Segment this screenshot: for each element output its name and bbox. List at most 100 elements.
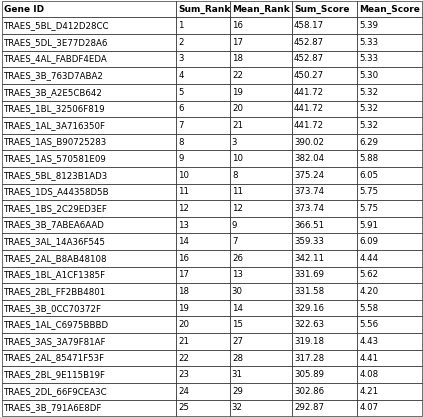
- Text: 452.87: 452.87: [294, 38, 324, 47]
- Text: 11: 11: [178, 187, 189, 196]
- Text: 5.32: 5.32: [359, 88, 378, 97]
- Text: 1: 1: [178, 21, 184, 30]
- Text: 5.75: 5.75: [359, 204, 378, 213]
- Text: 14: 14: [178, 237, 189, 246]
- Text: 373.74: 373.74: [294, 204, 324, 213]
- Bar: [176, 350, 230, 366]
- Bar: [2, 317, 176, 333]
- Bar: [230, 67, 292, 84]
- Text: 359.33: 359.33: [294, 237, 324, 246]
- Bar: [230, 100, 292, 117]
- Text: Mean_Rank: Mean_Rank: [232, 5, 290, 14]
- Text: 15: 15: [232, 320, 243, 329]
- Bar: [2, 100, 176, 117]
- Text: 13: 13: [178, 221, 189, 230]
- Text: 4.41: 4.41: [359, 354, 378, 362]
- Text: 31: 31: [232, 370, 243, 379]
- Text: 21: 21: [232, 121, 243, 130]
- Text: TRAES_2BL_9E115B19F: TRAES_2BL_9E115B19F: [4, 370, 106, 379]
- Bar: [2, 200, 176, 217]
- Bar: [292, 183, 357, 200]
- Text: TRAES_5BL_D412D28CC: TRAES_5BL_D412D28CC: [4, 21, 109, 30]
- Text: 17: 17: [232, 38, 243, 47]
- Bar: [357, 1, 422, 18]
- Text: 9: 9: [232, 221, 237, 230]
- Bar: [357, 167, 422, 183]
- Text: 5.75: 5.75: [359, 187, 378, 196]
- Bar: [357, 51, 422, 67]
- Bar: [176, 250, 230, 266]
- Text: 8: 8: [232, 171, 237, 180]
- Text: TRAES_1BL_A1CF1385F: TRAES_1BL_A1CF1385F: [4, 271, 106, 279]
- Bar: [2, 300, 176, 317]
- Text: 10: 10: [232, 154, 243, 163]
- Text: 319.18: 319.18: [294, 337, 324, 346]
- Text: 20: 20: [178, 320, 189, 329]
- Text: 3: 3: [178, 55, 184, 63]
- Text: 17: 17: [178, 271, 189, 279]
- Text: 10: 10: [178, 171, 189, 180]
- Bar: [176, 317, 230, 333]
- Text: 19: 19: [232, 88, 243, 97]
- Text: 22: 22: [178, 354, 189, 362]
- Text: TRAES_1AS_B90725283: TRAES_1AS_B90725283: [4, 138, 107, 146]
- Text: 331.58: 331.58: [294, 287, 324, 296]
- Text: 6: 6: [178, 104, 184, 113]
- Text: 373.74: 373.74: [294, 187, 324, 196]
- Text: 18: 18: [232, 55, 243, 63]
- Text: 5: 5: [178, 88, 184, 97]
- Bar: [292, 1, 357, 18]
- Text: 305.89: 305.89: [294, 370, 324, 379]
- Text: 7: 7: [232, 237, 237, 246]
- Bar: [230, 283, 292, 300]
- Text: 5.56: 5.56: [359, 320, 378, 329]
- Text: 329.16: 329.16: [294, 304, 324, 313]
- Bar: [292, 283, 357, 300]
- Text: 302.86: 302.86: [294, 387, 324, 396]
- Text: 5.88: 5.88: [359, 154, 378, 163]
- Text: 317.28: 317.28: [294, 354, 324, 362]
- Text: 9: 9: [178, 154, 184, 163]
- Bar: [176, 366, 230, 383]
- Text: 5.58: 5.58: [359, 304, 378, 313]
- Text: 331.69: 331.69: [294, 271, 324, 279]
- Bar: [230, 183, 292, 200]
- Bar: [2, 266, 176, 283]
- Bar: [230, 399, 292, 416]
- Text: 342.11: 342.11: [294, 254, 324, 263]
- Bar: [230, 134, 292, 151]
- Bar: [2, 151, 176, 167]
- Text: Sum_Rank: Sum_Rank: [178, 5, 231, 14]
- Bar: [230, 200, 292, 217]
- Text: 16: 16: [232, 21, 243, 30]
- Text: TRAES_2AL_85471F53F: TRAES_2AL_85471F53F: [4, 354, 105, 362]
- Bar: [357, 283, 422, 300]
- Text: TRAES_5DL_3E77D28A6: TRAES_5DL_3E77D28A6: [4, 38, 108, 47]
- Text: 21: 21: [178, 337, 189, 346]
- Bar: [176, 200, 230, 217]
- Bar: [230, 84, 292, 100]
- Bar: [230, 300, 292, 317]
- Bar: [292, 366, 357, 383]
- Text: 5.62: 5.62: [359, 271, 378, 279]
- Bar: [357, 383, 422, 399]
- Bar: [176, 100, 230, 117]
- Bar: [176, 217, 230, 234]
- Bar: [176, 84, 230, 100]
- Bar: [2, 67, 176, 84]
- Text: 366.51: 366.51: [294, 221, 324, 230]
- Bar: [357, 117, 422, 134]
- Bar: [2, 283, 176, 300]
- Text: 6.29: 6.29: [359, 138, 378, 146]
- Bar: [292, 34, 357, 51]
- Text: 390.02: 390.02: [294, 138, 324, 146]
- Bar: [292, 200, 357, 217]
- Text: Mean_Score: Mean_Score: [359, 5, 420, 14]
- Text: TRAES_3B_7ABEA6AAD: TRAES_3B_7ABEA6AAD: [4, 221, 104, 230]
- Bar: [2, 134, 176, 151]
- Bar: [357, 333, 422, 350]
- Text: 12: 12: [232, 204, 243, 213]
- Text: TRAES_2AL_B8AB48108: TRAES_2AL_B8AB48108: [4, 254, 107, 263]
- Text: 3: 3: [232, 138, 237, 146]
- Text: 441.72: 441.72: [294, 88, 324, 97]
